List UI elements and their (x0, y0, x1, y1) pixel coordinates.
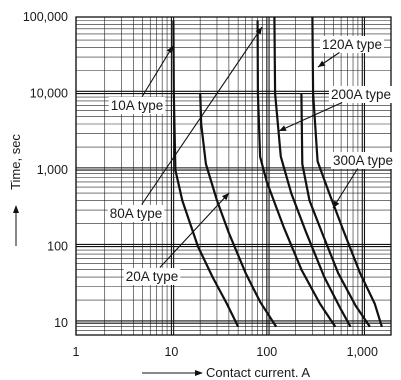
y-axis-arrow-head (13, 205, 19, 213)
y-tick-label: 1,000 (37, 163, 68, 177)
series-callout: 80A type (107, 26, 263, 222)
callout-background (108, 97, 166, 114)
series-label: 80A type (110, 206, 163, 221)
series-curve (199, 93, 278, 328)
x-axis-title: Contact current. A (142, 365, 310, 380)
callout-background (123, 268, 181, 285)
series-callout: 20A type (123, 192, 230, 285)
callout-background (330, 152, 396, 169)
callout-arrowhead (279, 125, 287, 131)
series-label: 200A type (331, 87, 391, 102)
tick-labels: 1 10 100 1,000 10 100 1,000 10,000 100,000 (23, 10, 378, 359)
x-tick-label: 1 (73, 345, 80, 359)
callout-leader (159, 192, 230, 268)
callout-leader (278, 101, 343, 132)
callout-arrowhead (166, 46, 173, 54)
callout-leader (332, 168, 359, 209)
series-curve (256, 20, 337, 328)
y-axis-title: Time, sec (8, 134, 23, 246)
callout-arrowhead (318, 60, 326, 67)
callout-arrowhead (255, 27, 262, 35)
series-callout: 10A type (108, 45, 174, 114)
series-curve (300, 93, 371, 328)
callout-arrowhead (222, 193, 229, 201)
series-callout: 120A type (317, 36, 385, 68)
plot-frame (75, 16, 392, 336)
grid (75, 16, 392, 336)
series-callout: 200A type (278, 86, 394, 132)
y-axis-label: Time, sec (8, 134, 23, 190)
x-tick-label: 1,000 (347, 345, 378, 359)
y-tick-label: 100 (47, 240, 68, 254)
series-callout: 300A type (330, 152, 396, 209)
callout-background (319, 36, 385, 53)
callout-background (107, 205, 165, 222)
y-tick-label: 10 (54, 316, 68, 330)
callout-arrowhead (333, 200, 340, 208)
curves (172, 16, 383, 328)
x-axis-arrow-head (195, 370, 203, 376)
series-curve (273, 16, 352, 328)
series-label: 10A type (111, 98, 164, 113)
x-tick-label: 10 (164, 345, 178, 359)
series-label: 20A type (126, 269, 179, 284)
callout-leader (141, 26, 263, 205)
y-tick-label: 10,000 (30, 87, 68, 101)
callout-leader (141, 45, 174, 97)
series-label: 120A type (322, 37, 382, 52)
x-tick-label: 100 (256, 345, 277, 359)
callout-background (328, 86, 394, 103)
x-axis-label: Contact current. A (206, 365, 310, 380)
y-tick-label: 100,000 (23, 10, 68, 24)
callouts: 10A type 20A type 80A type 120A type 200A ty… (107, 26, 396, 285)
series-curve (311, 16, 383, 327)
series-curve (172, 20, 240, 328)
series-label: 300A type (333, 153, 393, 168)
